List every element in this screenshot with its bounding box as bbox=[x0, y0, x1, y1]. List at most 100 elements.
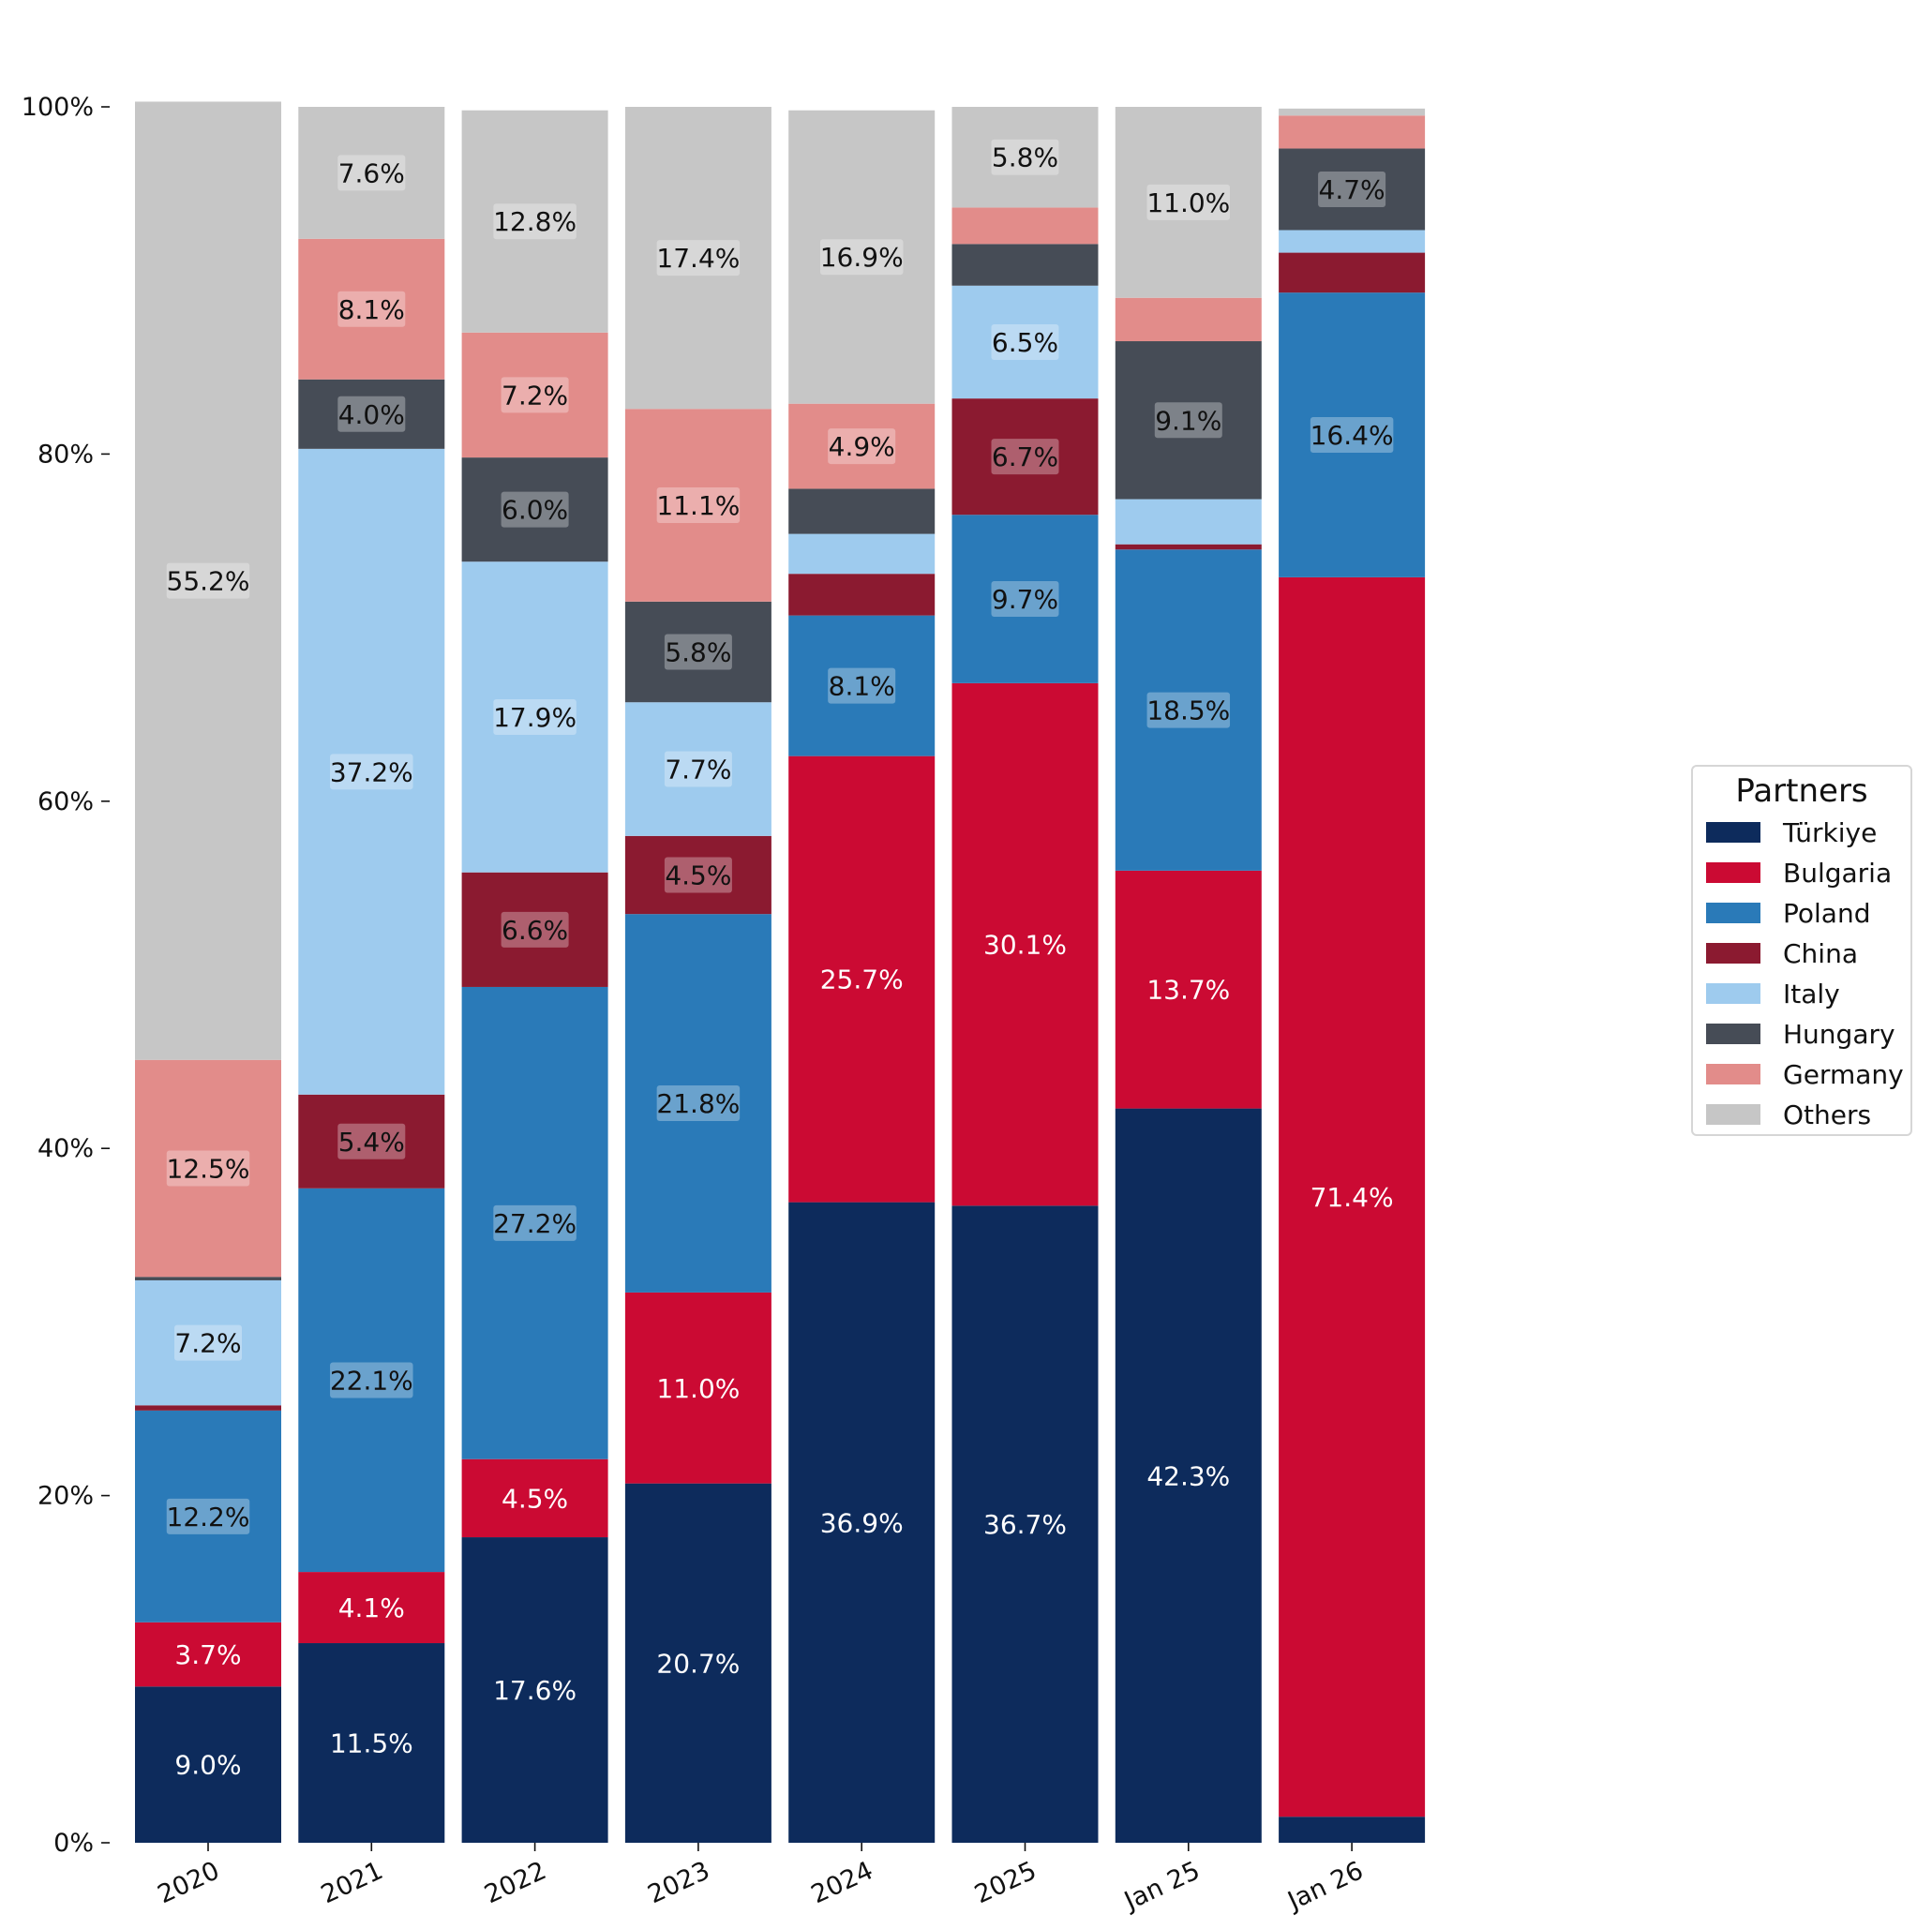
bar-label-box bbox=[493, 1204, 577, 1241]
bar-value-label: 36.7% bbox=[983, 1509, 1067, 1540]
y-tick-label: 40% bbox=[37, 1134, 94, 1163]
bar-label-box bbox=[330, 1362, 413, 1398]
legend-item: Others bbox=[1706, 1098, 1871, 1131]
bar-value-label: 30.1% bbox=[983, 930, 1067, 961]
bar-label-box bbox=[1310, 417, 1394, 454]
bar-segment-germany bbox=[298, 238, 445, 380]
bar-label-box bbox=[337, 155, 406, 191]
bar-value-label: 7.2% bbox=[502, 380, 568, 411]
bar-value-label: 8.1% bbox=[338, 294, 405, 325]
bar-label-box bbox=[166, 1498, 250, 1534]
bar-label-box bbox=[337, 1123, 406, 1159]
bar-segment-poland bbox=[1279, 292, 1426, 577]
bar-label-box bbox=[991, 439, 1059, 475]
x-tick-label: 2022 bbox=[480, 1856, 550, 1909]
legend-swatch bbox=[1706, 1104, 1760, 1125]
legend: Partners Türkiye Bulgaria Poland China Italy… bbox=[1691, 765, 1912, 1136]
bar-label-box bbox=[991, 323, 1059, 360]
bar-segment-germany bbox=[135, 1059, 281, 1278]
bar-value-label: 13.7% bbox=[1146, 975, 1230, 1006]
bar-segment-bulgaria bbox=[788, 755, 936, 1203]
bar-segment-germany bbox=[1115, 297, 1262, 342]
bar-segment-italy bbox=[461, 561, 608, 873]
bar-label-box bbox=[1146, 692, 1231, 728]
bar-segment-bulgaria bbox=[624, 1292, 771, 1484]
bar-value-label: 9.1% bbox=[1155, 405, 1221, 436]
x-tick-label: Jan 26 bbox=[1282, 1856, 1369, 1917]
bar-value-label: 5.8% bbox=[992, 142, 1058, 173]
bar-segment-others bbox=[1115, 107, 1262, 298]
bar-segment-germany bbox=[788, 403, 936, 489]
bar-label-box bbox=[501, 377, 569, 413]
legend-label: Bulgaria bbox=[1783, 857, 1893, 889]
legend-label: Others bbox=[1783, 1099, 1872, 1130]
bar-segment-china bbox=[624, 835, 771, 915]
legend-item: Italy bbox=[1706, 977, 1840, 1010]
x-tick-label: 2023 bbox=[643, 1856, 713, 1909]
bar-label-box bbox=[656, 240, 741, 277]
legend-swatch bbox=[1706, 943, 1760, 964]
bar-value-label: 7.7% bbox=[665, 755, 731, 785]
bar-value-label: 7.6% bbox=[338, 157, 405, 188]
bar-value-label: 4.1% bbox=[338, 1593, 405, 1623]
bar-segment-bulgaria bbox=[951, 682, 1099, 1206]
bar-segment-china bbox=[298, 1094, 445, 1189]
bar-segment-italy bbox=[135, 1279, 281, 1406]
bar-value-label: 16.4% bbox=[1310, 420, 1394, 451]
bar-value-label: 6.5% bbox=[992, 327, 1058, 358]
bar-label-box bbox=[1318, 171, 1386, 207]
bar-value-label: 5.4% bbox=[338, 1127, 405, 1158]
bar-segment-trkiye bbox=[1279, 1817, 1426, 1843]
bar-label-box bbox=[166, 1150, 250, 1187]
bar-label-box bbox=[166, 562, 250, 599]
bar-label-box bbox=[493, 203, 577, 240]
y-tick-label: 60% bbox=[37, 787, 94, 816]
bar-segment-china bbox=[135, 1405, 281, 1411]
x-tick-label: 2020 bbox=[154, 1856, 224, 1909]
bar-segment-hungary bbox=[461, 457, 608, 562]
bar-segment-hungary bbox=[951, 244, 1099, 286]
legend-label: China bbox=[1783, 937, 1858, 969]
bar-label-box bbox=[337, 291, 406, 327]
bar-segment-china bbox=[1115, 544, 1262, 550]
bar-value-label: 4.5% bbox=[665, 860, 731, 891]
bar-value-label: 6.7% bbox=[992, 441, 1058, 472]
bars-layer bbox=[135, 101, 1426, 1843]
y-axis: 0% 20% 40% 60% 80% 100% bbox=[22, 93, 110, 1858]
bar-segment-bulgaria bbox=[298, 1572, 445, 1644]
bar-label-box bbox=[1154, 402, 1222, 439]
bar-segment-others bbox=[788, 110, 936, 404]
bar-label-box bbox=[828, 667, 896, 704]
bar-segment-trkiye bbox=[1115, 1108, 1262, 1843]
bar-segment-china bbox=[951, 398, 1099, 516]
legend-label: Germany bbox=[1783, 1058, 1904, 1090]
bar-value-label: 22.1% bbox=[330, 1365, 413, 1396]
bar-segment-hungary bbox=[1115, 341, 1262, 500]
bar-segment-trkiye bbox=[624, 1483, 771, 1843]
bar-segment-germany bbox=[461, 332, 608, 458]
bar-value-label: 6.0% bbox=[502, 495, 568, 526]
legend-swatch bbox=[1706, 983, 1760, 1004]
bar-value-label: 11.5% bbox=[330, 1728, 413, 1759]
bar-label-box bbox=[656, 487, 741, 524]
bar-value-label: 11.0% bbox=[656, 1373, 740, 1404]
legend-item: Germany bbox=[1706, 1057, 1904, 1091]
bar-segment-others bbox=[135, 101, 281, 1060]
bar-value-label: 12.2% bbox=[167, 1502, 250, 1533]
bar-value-label: 17.6% bbox=[493, 1675, 577, 1706]
bar-segment-bulgaria bbox=[135, 1622, 281, 1687]
bar-segment-others bbox=[461, 110, 608, 333]
bar-segment-china bbox=[788, 574, 936, 616]
bar-value-label: 4.9% bbox=[829, 431, 895, 462]
bar-value-label: 18.5% bbox=[1146, 695, 1230, 726]
legend-label: Poland bbox=[1783, 897, 1871, 929]
bar-segment-hungary bbox=[788, 488, 936, 534]
x-tick-label: 2025 bbox=[970, 1856, 1041, 1909]
bar-value-label: 55.2% bbox=[167, 566, 250, 597]
x-tick-label: 2021 bbox=[317, 1856, 387, 1909]
bar-segment-germany bbox=[624, 409, 771, 602]
bar-segment-bulgaria bbox=[461, 1458, 608, 1538]
bar-segment-bulgaria bbox=[1115, 870, 1262, 1109]
x-tick-label: 2024 bbox=[807, 1856, 877, 1909]
